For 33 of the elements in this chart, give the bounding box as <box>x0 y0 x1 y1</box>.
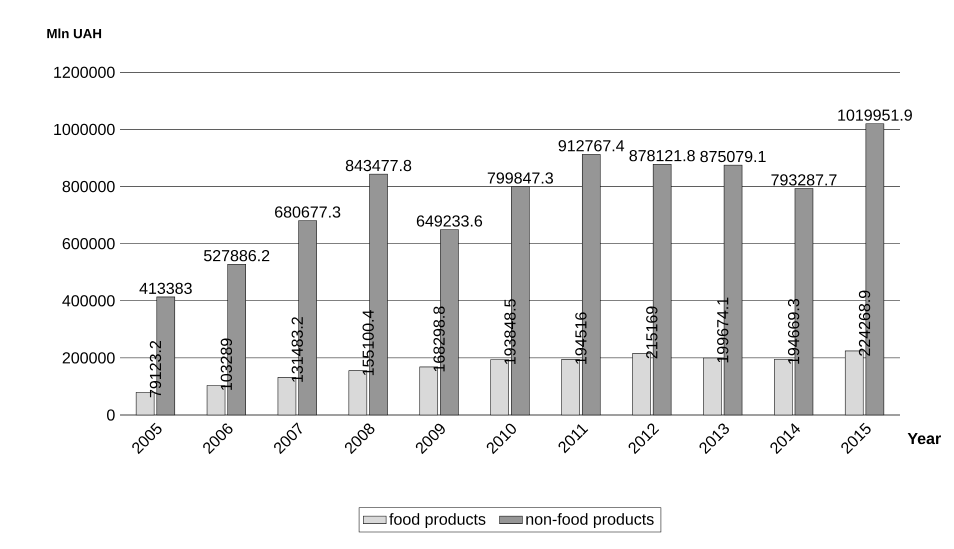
data-label: 199674.1 <box>717 298 728 362</box>
y-tick-label: 0 <box>107 409 115 421</box>
data-label: 168298.8 <box>433 306 445 372</box>
y-tick-label: 1000000 <box>54 124 115 136</box>
data-label: 194516 <box>575 312 587 364</box>
data-label: 878121.8 <box>629 150 695 162</box>
data-label: 649233.6 <box>416 215 482 227</box>
y-tick-label: 600000 <box>62 238 115 250</box>
y-tick-label: 1200000 <box>54 66 115 78</box>
data-label: 912767.4 <box>558 140 624 152</box>
data-label: 875079.1 <box>700 150 766 162</box>
y-tick-label: 400000 <box>62 295 115 306</box>
y-axis-title: Mln UAH <box>47 28 102 38</box>
data-label: 215169 <box>646 306 658 358</box>
data-label: 224268.9 <box>858 290 870 356</box>
data-label: 527886.2 <box>204 250 270 262</box>
data-label: 413383 <box>139 282 192 294</box>
legend-label: food products <box>389 513 486 528</box>
data-label: 155100.4 <box>362 310 374 376</box>
data-label: 793287.7 <box>771 174 837 186</box>
data-label: 799847.3 <box>488 172 553 184</box>
data-label: 103289 <box>220 338 232 390</box>
legend-label: non-food products <box>526 513 654 528</box>
data-label: 79123.2 <box>150 341 162 398</box>
x-axis-title: Year <box>908 433 941 444</box>
data-label: 193848.5 <box>504 299 516 364</box>
data-label: 843477.8 <box>346 160 412 172</box>
data-label: 1019951.9 <box>838 109 912 121</box>
data-label: 194669.3 <box>788 299 800 364</box>
y-tick-label: 800000 <box>62 180 115 192</box>
data-label: 680677.3 <box>275 206 340 218</box>
y-tick-label: 200000 <box>62 352 115 364</box>
data-label: 131483.2 <box>292 317 303 382</box>
